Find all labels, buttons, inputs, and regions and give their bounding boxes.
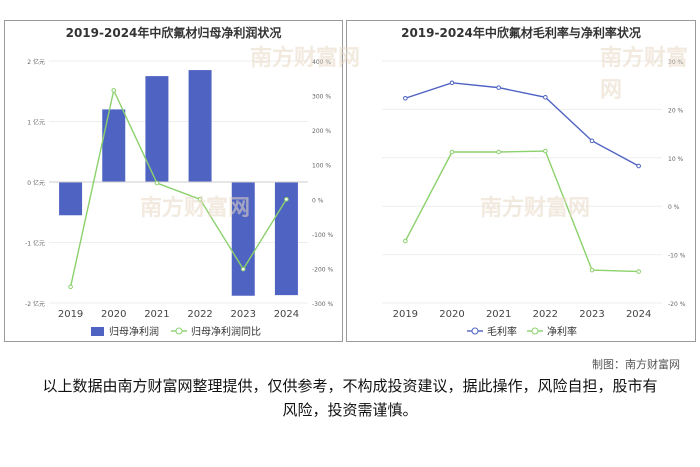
series-1-point-2024 bbox=[636, 269, 641, 274]
series-line-0 bbox=[405, 82, 639, 167]
bar-2023 bbox=[231, 182, 255, 296]
x-tick-label: 2024 bbox=[626, 309, 651, 320]
x-tick-label: 2022 bbox=[533, 309, 558, 320]
x-tick-label: 2023 bbox=[579, 309, 604, 320]
yoy-point-2019 bbox=[68, 284, 73, 290]
x-tick-label: 2019 bbox=[58, 309, 83, 320]
y-tick-label-right: -10 % bbox=[668, 253, 686, 260]
series-1-point-2020 bbox=[449, 149, 455, 155]
series-0-point-2022 bbox=[543, 95, 548, 100]
legend-marker-line bbox=[175, 327, 183, 335]
bar-2022 bbox=[188, 70, 212, 182]
net-profit-chart-panel: 2019-2024年中欣氟材归母净利润状况 2 亿元 1 亿元 0 亿元 -1 亿元 -… bbox=[4, 20, 343, 342]
x-tick-label: 2020 bbox=[439, 309, 464, 320]
x-tick-label: 2022 bbox=[187, 309, 212, 320]
margin-chart-panel: 2019-2024年中欣氟材毛利率与净利率状况 30 % 20 % 10 % 0 % -… bbox=[346, 20, 696, 342]
y-tick-label-right: -200 % bbox=[312, 266, 334, 273]
net-profit-chart: 2 亿元 1 亿元 0 亿元 -1 亿元 -2 亿元 400 % 300 % 200 % 100… bbox=[25, 58, 334, 338]
bar-2019 bbox=[59, 182, 83, 216]
x-tick-label: 2019 bbox=[393, 309, 418, 320]
y-tick-label-right: 30 % bbox=[668, 59, 684, 66]
legend-label-net: 净利率 bbox=[547, 325, 577, 338]
legend-marker-gross bbox=[471, 327, 479, 335]
series-0-point-2024 bbox=[636, 163, 641, 169]
y-tick-label-right: 100 % bbox=[312, 163, 331, 170]
y-tick-label-left: 1 亿元 bbox=[27, 119, 45, 127]
y-tick-label-right: -20 % bbox=[668, 301, 686, 308]
x-tick-label: 2021 bbox=[144, 309, 169, 320]
y-tick-label-right: 20 % bbox=[668, 107, 684, 114]
x-tick-label: 2020 bbox=[101, 309, 126, 320]
series-1-point-2019 bbox=[403, 238, 408, 244]
series-1-point-2021 bbox=[496, 149, 501, 155]
net-profit-chart-title: 2019-2024年中欣氟材归母净利润状况 bbox=[65, 26, 282, 40]
x-tick-label: 2024 bbox=[274, 309, 299, 320]
legend-marker-net bbox=[531, 327, 539, 335]
legend-label-gross: 毛利率 bbox=[487, 325, 517, 338]
yoy-point-2022 bbox=[197, 196, 203, 202]
y-tick-label-right: 0 % bbox=[312, 197, 324, 204]
legend-label-line: 归母净利润同比 bbox=[191, 325, 261, 338]
y-tick-label-right: 0 % bbox=[668, 204, 680, 211]
margin-chart: 30 % 20 % 10 % 0 % -10 % -20 % 2019 2020 2021 202… bbox=[382, 59, 686, 338]
y-tick-label-right: 300 % bbox=[312, 94, 331, 101]
source-label: 制图：南方财富网 bbox=[592, 358, 680, 371]
yoy-point-2021 bbox=[154, 180, 160, 186]
yoy-line bbox=[69, 88, 288, 287]
y-tick-label-left: 0 亿元 bbox=[27, 179, 45, 187]
series-1-point-2023 bbox=[589, 267, 595, 273]
series-line-1 bbox=[404, 150, 639, 273]
margin-chart-title: 2019-2024年中欣氟材毛利率与净利率状况 bbox=[401, 26, 641, 40]
y-tick-label-right: 200 % bbox=[312, 128, 331, 135]
series-0-point-2021 bbox=[496, 85, 501, 90]
legend-swatch-bar bbox=[91, 327, 104, 336]
y-tick-label-right: -300 % bbox=[312, 301, 334, 308]
yoy-point-2023 bbox=[240, 266, 246, 272]
y-tick-label-left: -1 亿元 bbox=[25, 240, 45, 248]
legend-label-bar: 归母净利润 bbox=[109, 325, 159, 338]
series-0-point-2020 bbox=[449, 80, 455, 86]
y-tick-label-right: 400 % bbox=[312, 59, 331, 66]
y-tick-label-right: 10 % bbox=[668, 156, 684, 163]
y-tick-label-left: 2 亿元 bbox=[27, 58, 45, 66]
yoy-point-2024 bbox=[284, 196, 289, 202]
y-tick-label-right: -100 % bbox=[312, 232, 334, 239]
y-tick-label-left: -2 亿元 bbox=[25, 300, 45, 308]
x-tick-label: 2023 bbox=[231, 309, 256, 320]
bar-2024 bbox=[274, 182, 298, 296]
series-0-point-2023 bbox=[589, 138, 595, 144]
bar-2021 bbox=[145, 76, 169, 182]
disclaimer-text: 以上数据由南方财富网整理提供，仅供参考，不构成投资建议，据此操作，风险自担，股市… bbox=[42, 377, 658, 419]
series-0-point-2019 bbox=[403, 95, 408, 101]
series-1-point-2022 bbox=[543, 148, 548, 154]
x-tick-label: 2021 bbox=[486, 309, 511, 320]
bar-2020 bbox=[102, 109, 126, 182]
yoy-point-2020 bbox=[111, 88, 117, 93]
